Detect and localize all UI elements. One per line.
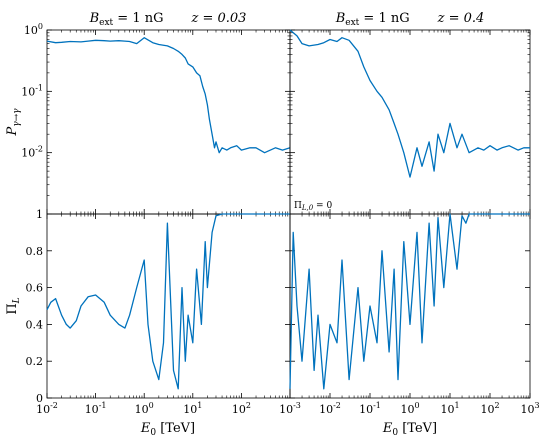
xlabel-bottom-left: E0 [TeV] bbox=[140, 421, 195, 438]
series-line-top-right bbox=[289, 29, 530, 178]
x-tick-label: 101 bbox=[440, 401, 459, 416]
y-tick-label: 10-1 bbox=[21, 83, 43, 98]
title-top-right: Bext = 1 nG z = 0.4 bbox=[335, 11, 485, 28]
x-tick-label: 10-1 bbox=[85, 401, 107, 416]
y-tick-label: 0.4 bbox=[26, 318, 44, 331]
panel-frame-top-right bbox=[289, 29, 531, 215]
panel-frame-top-left bbox=[46, 29, 291, 215]
ylabel-bottom: ΠL bbox=[5, 297, 22, 314]
ylabel-top: Pγ→γ bbox=[5, 108, 22, 137]
annotation-pi-l0: ΠL,0 = 0 bbox=[294, 201, 332, 212]
x-tick-label: 10-2 bbox=[36, 401, 58, 416]
title-top-left: Bext = 1 nG z = 0.03 bbox=[89, 11, 247, 28]
series-line-bottom-right bbox=[289, 213, 530, 390]
x-tick-label: 10-3 bbox=[279, 401, 301, 416]
y-tick-label: 0 bbox=[36, 392, 43, 405]
y-tick-label: 1 bbox=[36, 208, 43, 221]
x-tick-label: 101 bbox=[183, 401, 202, 416]
series-line-bottom-left bbox=[46, 213, 290, 390]
y-tick-label: 100 bbox=[24, 22, 43, 37]
x-tick-label: 102 bbox=[480, 401, 499, 416]
x-tick-label: 10-1 bbox=[359, 401, 381, 416]
y-tick-label: 0.2 bbox=[26, 355, 44, 368]
y-tick-label: 0.8 bbox=[26, 245, 44, 258]
xlabel-bottom-right: E0 [TeV] bbox=[382, 421, 437, 438]
series-line-top-left bbox=[46, 37, 291, 154]
x-tick-label: 100 bbox=[400, 401, 419, 416]
x-tick-label: 103 bbox=[520, 401, 539, 416]
x-tick-label: 10-2 bbox=[319, 401, 341, 416]
x-tick-label: 100 bbox=[135, 401, 154, 416]
y-tick-label: 10-2 bbox=[21, 145, 43, 160]
x-tick-label: 102 bbox=[232, 401, 251, 416]
y-tick-label: 0.6 bbox=[26, 282, 44, 295]
